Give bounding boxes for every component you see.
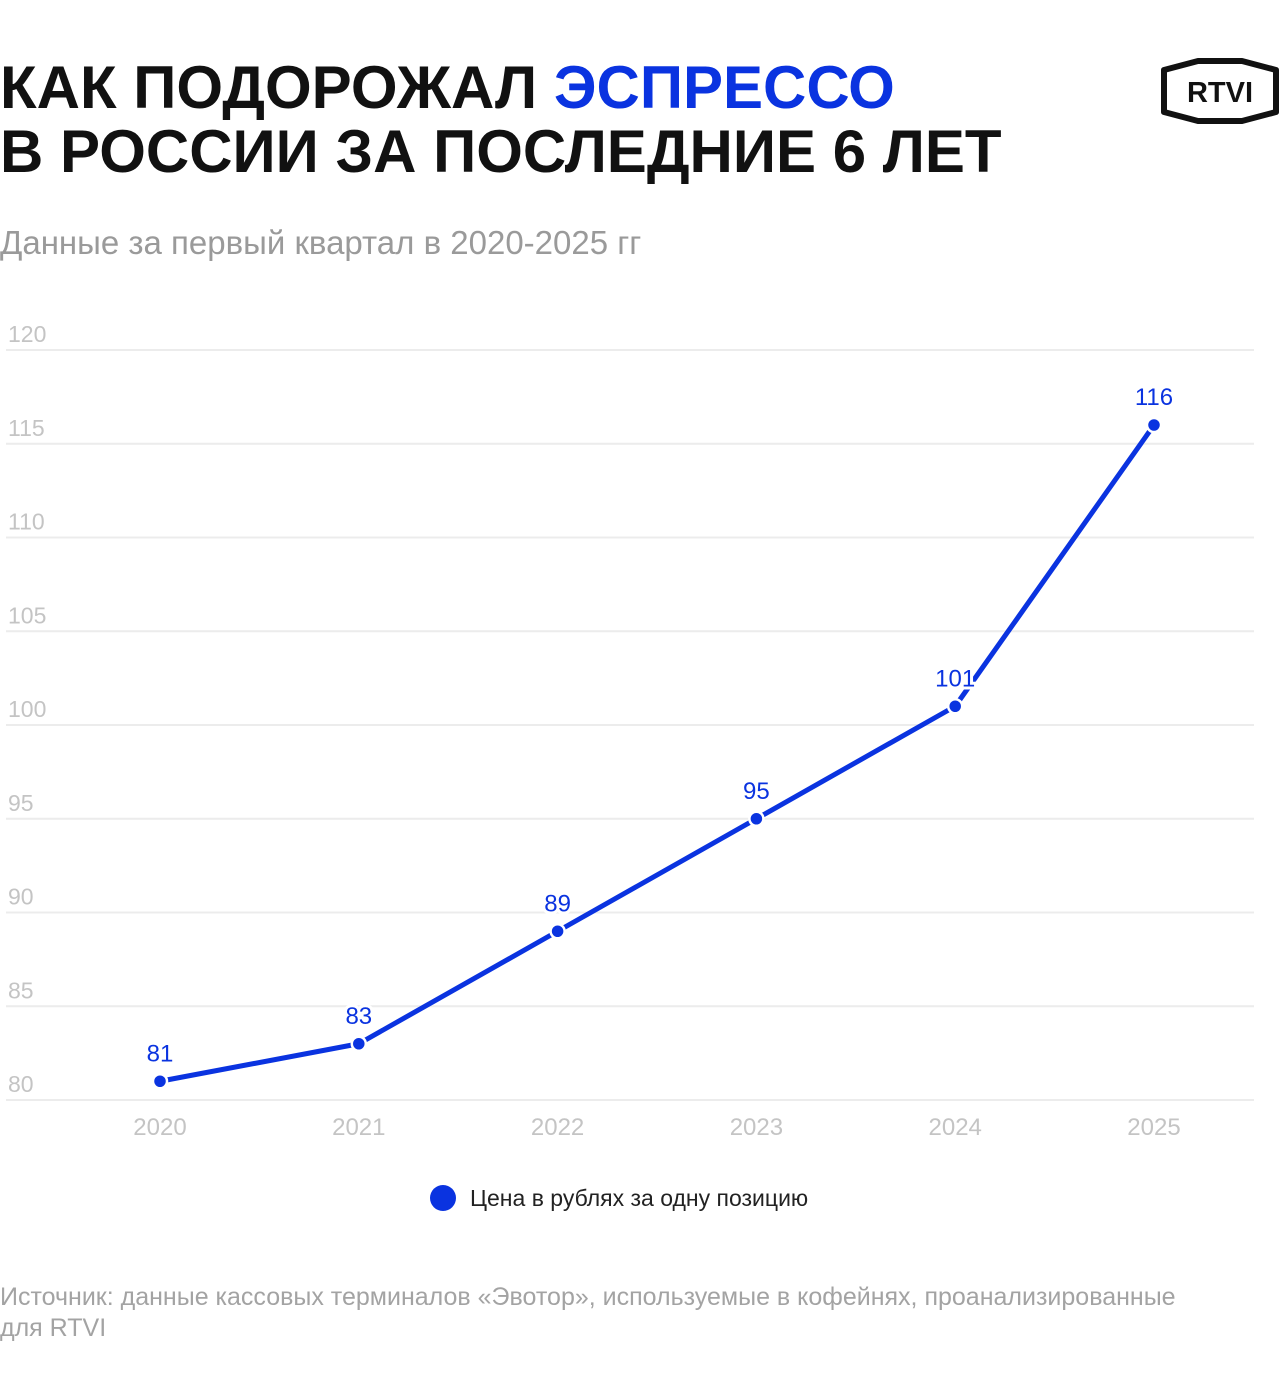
title-part-1: КАК ПОДОРОЖАЛ <box>0 54 554 121</box>
data-label: 101 <box>935 665 975 692</box>
x-tick-label: 2020 <box>133 1114 186 1141</box>
y-tick-label: 85 <box>8 977 34 1003</box>
y-tick-label: 105 <box>8 602 46 628</box>
legend-label: Цена в рублях за одну позицию <box>470 1184 809 1211</box>
logo-text: RTVI <box>1187 77 1253 109</box>
grid-layer <box>6 349 1254 1101</box>
data-label: 95 <box>743 778 770 805</box>
x-tick-label: 2025 <box>1127 1114 1180 1141</box>
series-line-layer <box>157 422 1157 1084</box>
x-tick-label: 2023 <box>730 1114 783 1141</box>
y-axis-ticks: 80 85 90 95 100 105 110 115 120 <box>8 321 46 1097</box>
y-tick-label: 95 <box>8 790 34 816</box>
legend: Цена в рублях за одну позицию <box>430 1182 808 1214</box>
data-label: 89 <box>544 890 571 917</box>
data-label: 81 <box>147 1040 174 1067</box>
x-tick-label: 2021 <box>332 1114 385 1141</box>
chart-subtitle: Данные за первый квартал в 2020-2025 гг <box>0 224 642 261</box>
chart-title: КАК ПОДОРОЖАЛ ЭСПРЕССО В РОССИИ ЗА ПОСЛЕ… <box>0 56 1120 184</box>
x-tick-label: 2024 <box>929 1114 982 1141</box>
data-point <box>1145 416 1163 434</box>
y-tick-label: 115 <box>8 415 45 441</box>
title-accent: ЭСПРЕССО <box>553 54 895 121</box>
x-axis-ticks: 2020 2021 2022 2023 2024 2025 <box>133 1114 1180 1141</box>
line-chart: 80 85 90 95 100 105 110 115 120 2020 2021 2022 2023… <box>6 321 1254 1141</box>
data-labels: 81 83 89 95 101 116 <box>144 381 1176 1070</box>
title-part-2: В РОССИИ ЗА ПОСЛЕДНИЕ 6 ЛЕТ <box>0 118 1002 185</box>
y-tick-label: 100 <box>8 696 46 722</box>
y-tick-label: 110 <box>8 509 45 535</box>
legend-marker <box>430 1185 456 1211</box>
y-tick-label: 120 <box>8 321 46 347</box>
data-point <box>549 923 566 940</box>
data-label: 116 <box>1135 384 1173 411</box>
data-point <box>350 1035 368 1052</box>
rtvi-logo: RTVI <box>1161 58 1279 124</box>
y-tick-label: 90 <box>8 884 34 910</box>
series-line <box>157 422 1157 1084</box>
data-point <box>151 1073 169 1090</box>
x-tick-label: 2022 <box>531 1114 584 1141</box>
data-points <box>151 416 1163 1090</box>
data-label: 83 <box>345 1003 372 1030</box>
data-point <box>748 810 765 827</box>
y-tick-label: 80 <box>8 1071 34 1097</box>
source-note: Источник: данные кассовых терминалов «Эв… <box>0 1283 1176 1342</box>
data-point <box>946 698 964 715</box>
